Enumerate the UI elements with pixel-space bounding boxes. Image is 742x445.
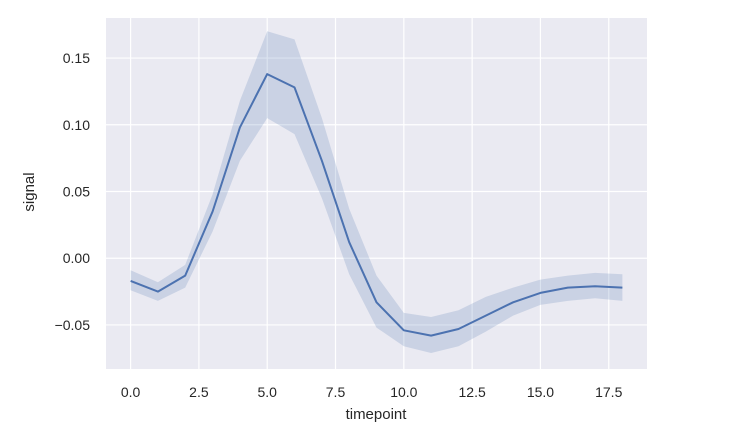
x-tick-label: 5.0 — [257, 384, 277, 400]
x-tick-label: 12.5 — [459, 384, 486, 400]
x-tick-labels: 0.0 2.5 5.0 7.5 10.0 12.5 15.0 17.5 — [121, 384, 623, 400]
y-tick-label: 0.15 — [63, 50, 90, 66]
x-tick-label: 0.0 — [121, 384, 141, 400]
y-axis-label: signal — [21, 172, 38, 211]
y-tick-label: −0.05 — [55, 317, 91, 333]
plot-area — [106, 18, 647, 369]
x-tick-label: 7.5 — [326, 384, 346, 400]
y-tick-label: 0.10 — [63, 117, 90, 133]
x-tick-label: 2.5 — [189, 384, 209, 400]
y-tick-label: 0.05 — [63, 183, 90, 199]
confidence-band — [130, 31, 623, 354]
x-tick-label: 10.0 — [390, 384, 417, 400]
grid-lines — [106, 18, 647, 369]
series-line — [130, 73, 623, 337]
y-tick-label: 0.00 — [63, 250, 90, 266]
x-axis-label: timepoint — [346, 406, 408, 423]
x-tick-label: 15.0 — [527, 384, 554, 400]
y-tick-labels: −0.05 0.00 0.05 0.10 0.15 — [55, 50, 91, 333]
x-tick-label: 17.5 — [595, 384, 622, 400]
